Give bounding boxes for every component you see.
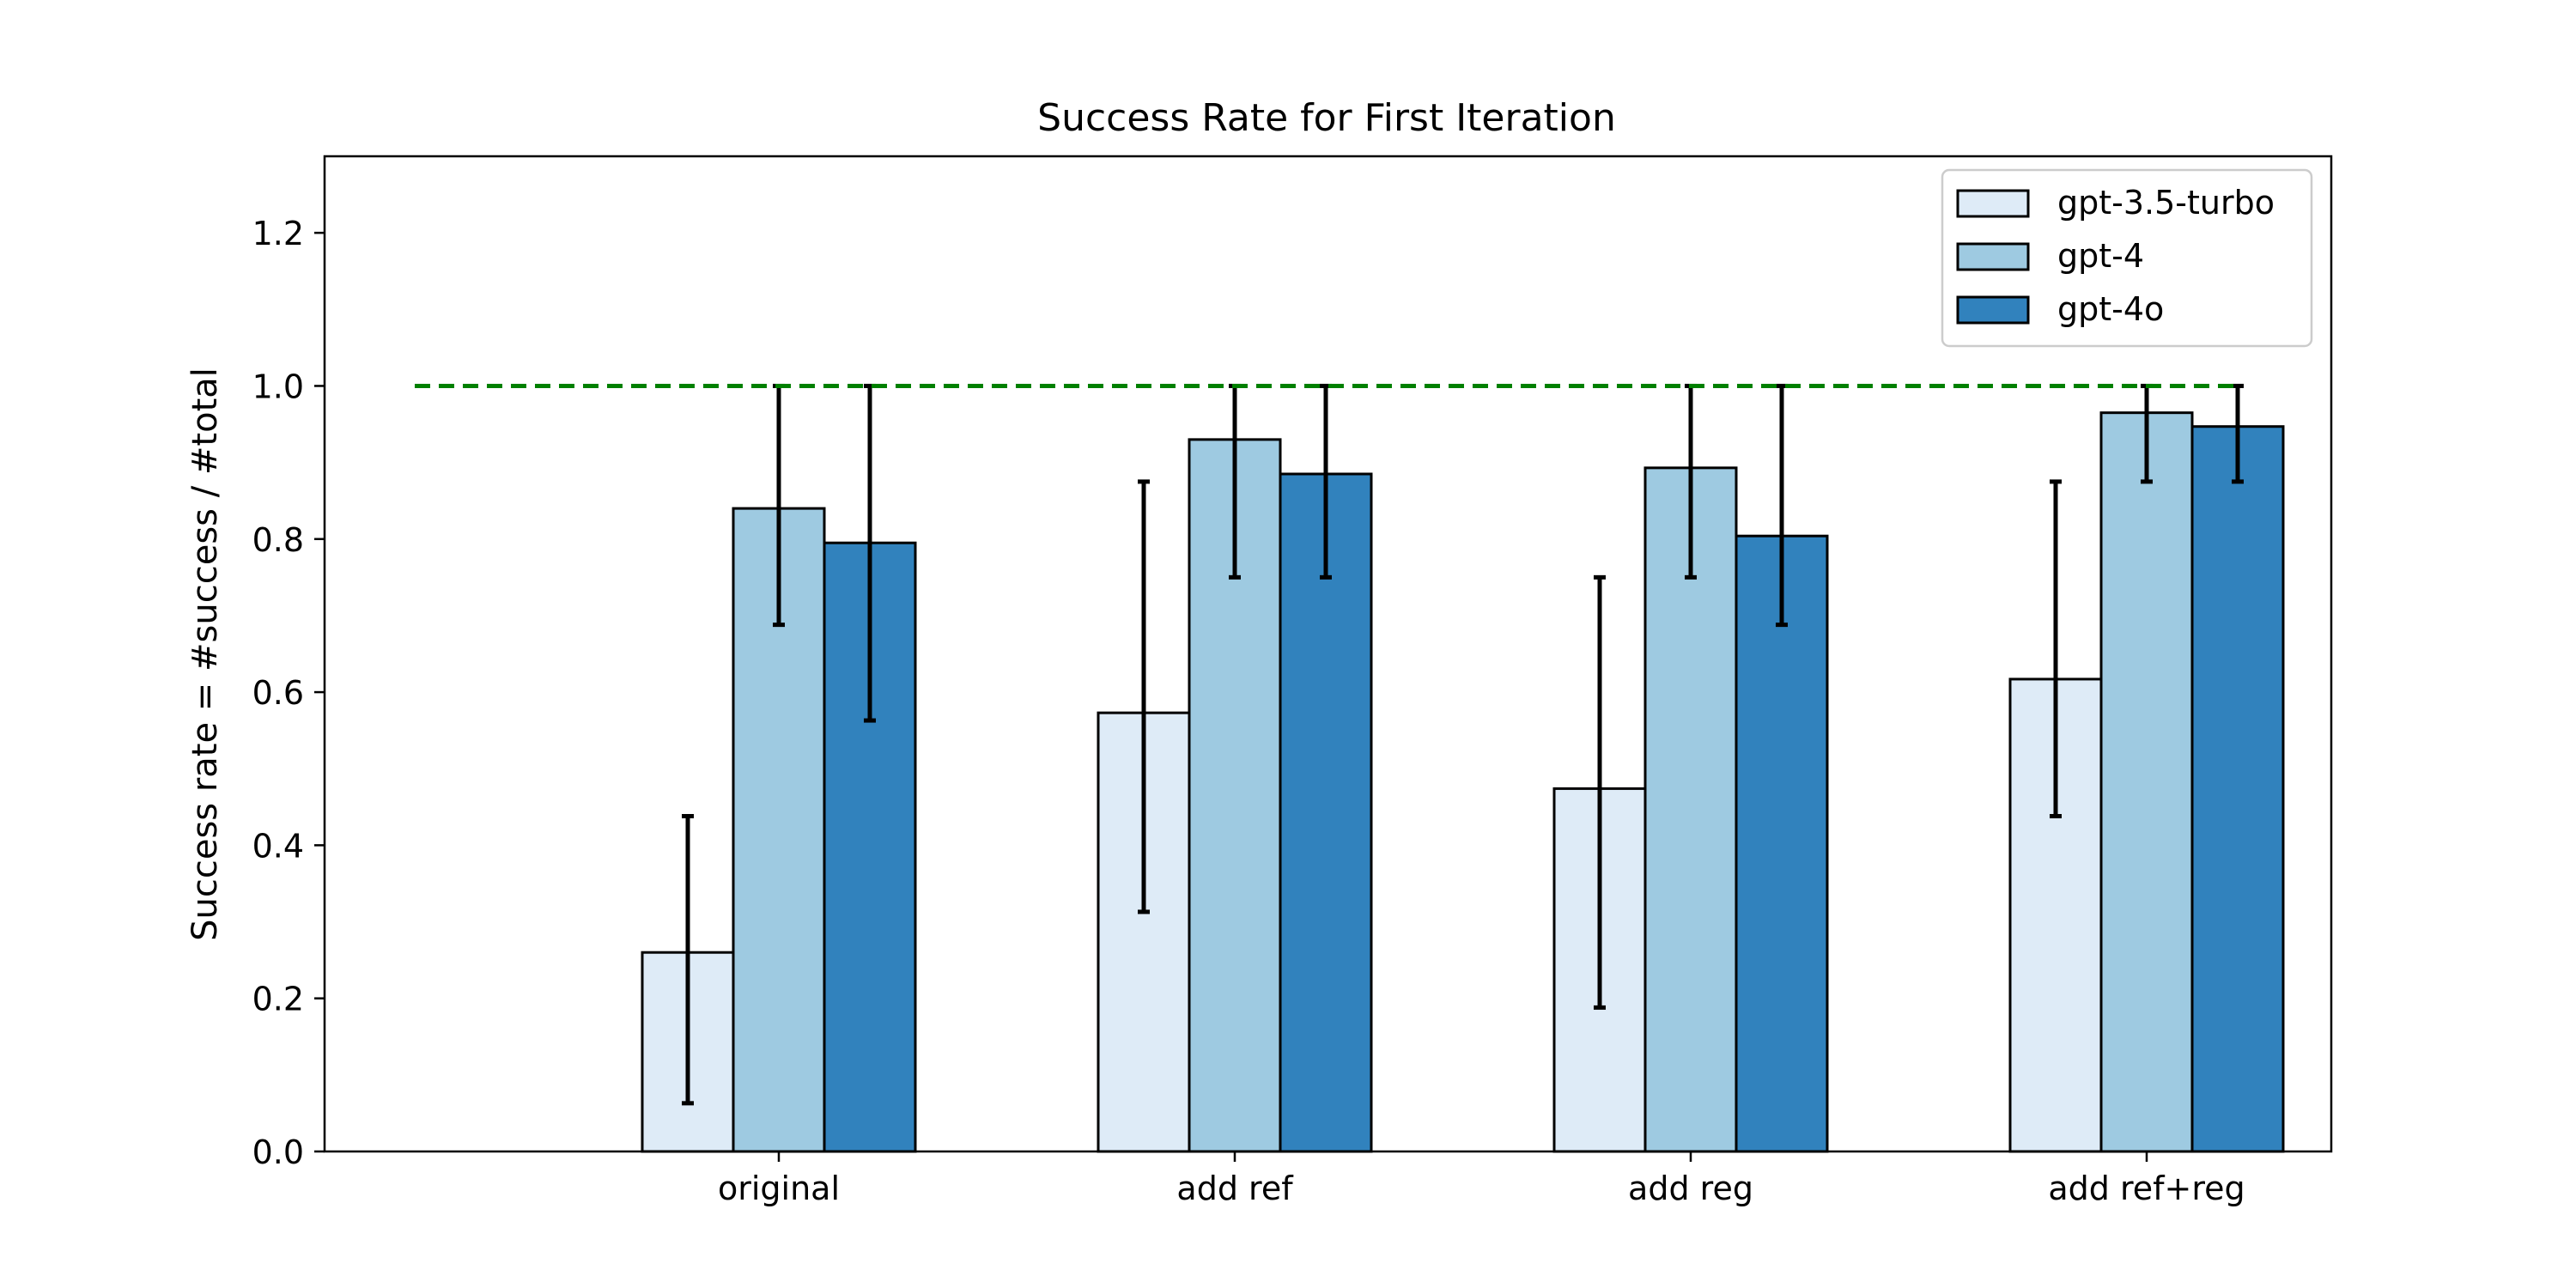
legend-swatch: [1956, 242, 2030, 271]
plot-area: 0.0 0.2 0.4 0.6 0.8 1.0 1.2 original add ref add …: [252, 155, 2333, 1207]
axes-frame: [323, 155, 2333, 1153]
x-tick-label: add ref: [1176, 1170, 1294, 1207]
legend-label: gpt-3.5-turbo: [2057, 184, 2275, 222]
y-tick-label: 0.8: [252, 521, 304, 559]
y-tick-label: 0.0: [252, 1133, 304, 1171]
y-tick-label: 0.4: [252, 827, 304, 865]
bar: [1735, 534, 1829, 1153]
bar: [2190, 425, 2285, 1153]
x-tick-label: add reg: [1628, 1170, 1753, 1207]
legend-swatch: [1956, 295, 2030, 325]
legend-label: gpt-4o: [2057, 290, 2164, 328]
legend-box: [1941, 168, 2313, 348]
legend-label: gpt-4: [2057, 237, 2144, 275]
y-tick-label: 0.6: [252, 674, 304, 712]
chart-title: Success Rate for First Iteration: [1037, 96, 1616, 140]
x-tick-label: original: [718, 1170, 840, 1207]
bar: [2099, 411, 2194, 1153]
legend: gpt-3.5-turbo gpt-4 gpt-4o: [1941, 168, 2313, 348]
y-tick-label: 1.2: [252, 215, 304, 252]
y-axis-label: Success rate = #success / #total: [185, 368, 225, 941]
y-tick-label: 0.2: [252, 981, 304, 1018]
y-tick-label: 1.0: [252, 368, 304, 405]
bar: [1279, 472, 1373, 1153]
legend-swatch: [1956, 189, 2030, 218]
x-tick-label: add ref+reg: [2048, 1170, 2245, 1207]
